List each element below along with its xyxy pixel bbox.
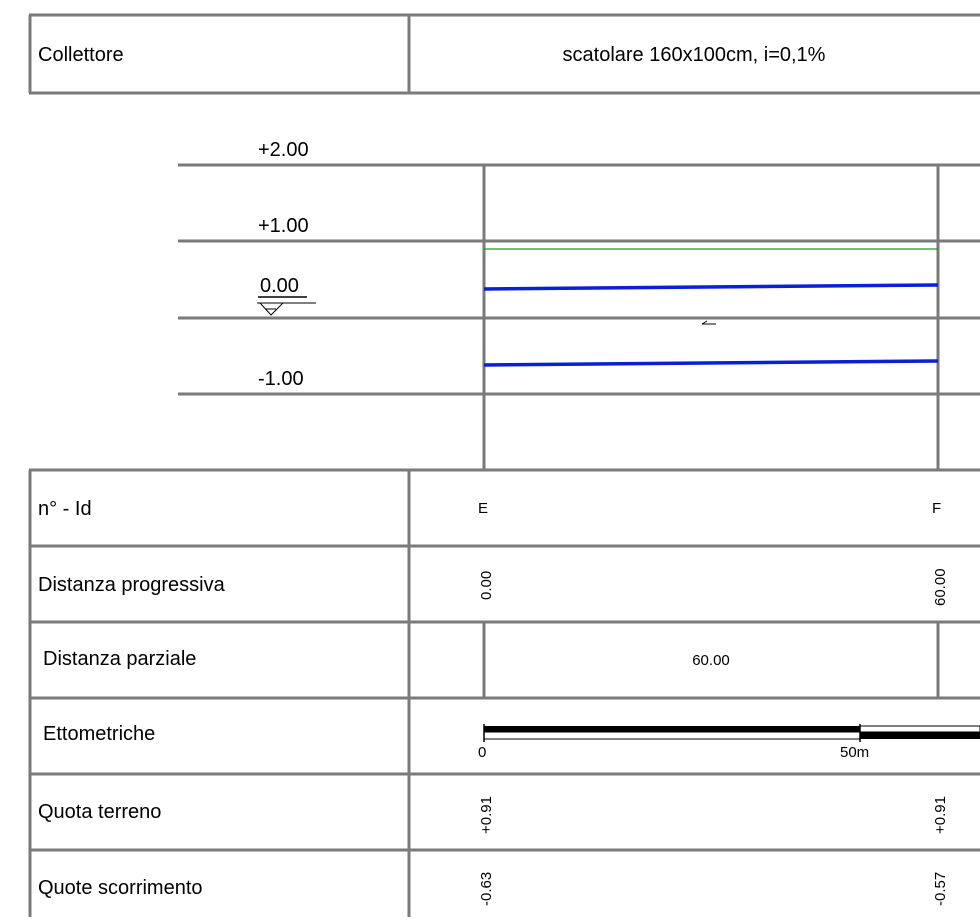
hectometric-scale-bar (483, 724, 980, 742)
header-value: scatolare 160x100cm, i=0,1% (563, 44, 826, 66)
data-table: n° - Id Distanza progressiva Distanza pa… (28, 468, 980, 917)
progressive-distance-value: 60.00 (932, 568, 949, 606)
row-label-id: n° - Id (38, 498, 92, 520)
progressive-distance-value: 0.00 (478, 571, 495, 600)
datum-triangle-icon (257, 302, 316, 316)
row-label-invert-elevation: Quote scorrimento (38, 877, 203, 899)
ground-elevation-value: +0.91 (932, 796, 949, 834)
header-label: Collettore (38, 44, 124, 66)
row-label-hectometric: Ettometriche (43, 723, 155, 745)
invert-elevation-value: -0.57 (932, 872, 949, 906)
header-table: Collettore scatolare 160x100cm, i=0,1% (28, 13, 980, 95)
elevation-scale: +2.00 +1.00 0.00 -1.00 (178, 139, 980, 396)
profile-area (482, 165, 940, 470)
pipe-invert-line (483, 359, 939, 367)
level-label: +1.00 (258, 215, 309, 237)
node-id: F (932, 500, 941, 517)
flow-direction-arrow-icon (701, 320, 716, 325)
hectometric-label: 0 (478, 744, 486, 761)
level-label: 0.00 (260, 275, 299, 297)
hectometric-label: 50m (840, 744, 869, 761)
level-label: -1.00 (258, 368, 304, 390)
row-label-partial-distance: Distanza parziale (43, 648, 196, 670)
ground-elevation-value: +0.91 (478, 796, 495, 834)
row-label-ground-elevation: Quota terreno (38, 801, 161, 823)
pipe-crown-line (483, 283, 939, 291)
partial-distance-value: 60.00 (692, 652, 730, 669)
invert-elevation-value: -0.63 (478, 872, 495, 906)
node-id: E (478, 500, 488, 517)
row-label-progressive-distance: Distanza progressiva (38, 574, 226, 596)
level-label: +2.00 (258, 139, 309, 161)
